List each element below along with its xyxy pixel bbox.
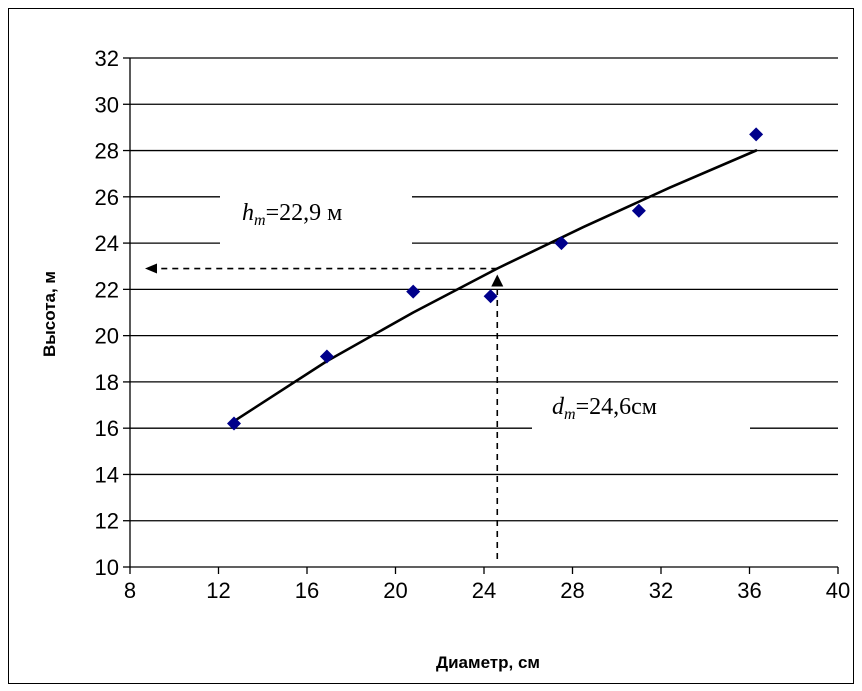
axes — [129, 58, 838, 568]
x-tick-label: 8 — [124, 578, 136, 603]
d-annotation: dm=24,6см — [552, 394, 657, 423]
x-tick-label: 32 — [649, 578, 673, 603]
data-point-3 — [406, 284, 421, 299]
h-annotation-prefix: h — [242, 200, 254, 226]
y-tick-label: 26 — [95, 185, 119, 210]
data-point-2 — [319, 349, 334, 364]
data-points — [226, 127, 764, 431]
h-annotation-text: =22,9 м — [266, 200, 343, 226]
y-axis-title: Высота, м — [40, 271, 59, 357]
data-point-7 — [749, 127, 764, 142]
x-tick-label: 28 — [560, 578, 584, 603]
y-tick-label: 22 — [95, 277, 119, 302]
y-tick-label: 20 — [95, 324, 119, 349]
grid-lines — [130, 57, 838, 522]
h-annotation: hm=22,9 м — [242, 200, 342, 229]
x-tick-label: 20 — [383, 578, 407, 603]
data-point-6 — [631, 203, 646, 218]
y-tick-label: 32 — [95, 46, 119, 71]
x-tick-label: 16 — [295, 578, 319, 603]
d-annotation-prefix: d — [552, 394, 565, 420]
x-tick-label: 36 — [737, 578, 761, 603]
y-tick-label: 16 — [95, 416, 119, 441]
x-axis-title: Диаметр, см — [436, 653, 540, 672]
y-tick-label: 28 — [95, 139, 119, 164]
y-tick-label: 12 — [95, 509, 119, 534]
y-tick-label: 30 — [95, 92, 119, 117]
d-annotation-sub: m — [564, 406, 576, 423]
data-point-1 — [226, 416, 241, 431]
d-annotation-background — [532, 384, 750, 430]
d-annotation-text: =24,6см — [576, 394, 657, 420]
arrowhead-up — [491, 274, 504, 287]
x-tick-label: 24 — [472, 578, 496, 603]
y-tick-label: 24 — [95, 231, 119, 256]
chart-frame — [8, 8, 854, 684]
data-point-4 — [483, 289, 498, 304]
x-tick-label: 12 — [206, 578, 230, 603]
guide-lines — [145, 263, 504, 559]
h-annotation-sub: m — [254, 212, 266, 229]
y-tick-label: 18 — [95, 370, 119, 395]
arrowhead-left — [145, 263, 157, 274]
data-point-5 — [554, 236, 569, 251]
y-tick-label: 14 — [95, 462, 119, 487]
h-annotation-background — [220, 186, 412, 248]
y-tick-label: 10 — [95, 555, 119, 580]
annotation-masks — [220, 186, 750, 430]
x-tick-label: 40 — [826, 578, 850, 603]
ticks: 10 12 14 16 18 20 22 24 26 28 30 32 8 12 16 20 24 28 32 36 4… — [95, 46, 851, 603]
